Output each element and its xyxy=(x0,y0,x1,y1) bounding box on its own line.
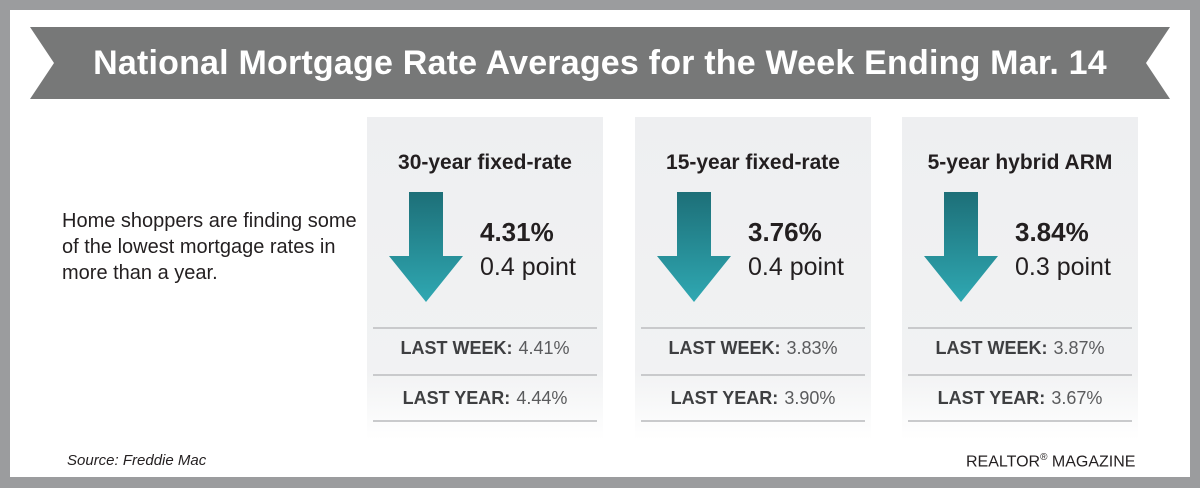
divider xyxy=(908,374,1132,376)
last-week-label: LAST WEEK: xyxy=(935,338,1048,358)
down-arrow-icon xyxy=(389,192,463,302)
divider xyxy=(908,420,1132,422)
divider xyxy=(373,420,597,422)
down-arrow-icon xyxy=(924,192,998,302)
banner-ribbon-shape xyxy=(30,27,1170,99)
rate-change: 0.3 point xyxy=(1015,253,1111,281)
last-year-label: LAST YEAR: xyxy=(937,388,1046,408)
title-banner: National Mortgage Rate Averages for the … xyxy=(30,27,1170,99)
last-week-label: LAST WEEK: xyxy=(400,338,513,358)
publisher-credit: REALTOR® MAGAZINE xyxy=(966,452,1135,471)
current-rate: 3.84% xyxy=(1015,217,1089,247)
source-note: Source: Freddie Mac xyxy=(67,452,207,469)
last-week-label: LAST WEEK: xyxy=(668,338,781,358)
current-rate: 4.31% xyxy=(480,217,554,247)
rate-panel-30-year: 30-year fixed-rate 4.31% 0.4 point LAST … xyxy=(367,117,603,440)
last-week-stat: LAST WEEK: 3.83% xyxy=(635,338,871,359)
down-arrow-icon xyxy=(657,192,731,302)
last-year-stat: LAST YEAR: 4.44% xyxy=(367,388,603,409)
last-week-stat: LAST WEEK: 3.87% xyxy=(902,338,1138,359)
last-week-value: 3.83% xyxy=(786,338,838,358)
intro-text: Home shoppers are finding some of the lo… xyxy=(62,210,357,284)
last-year-value: 4.44% xyxy=(516,388,568,408)
credit-suffix: MAGAZINE xyxy=(1047,453,1136,471)
rate-change: 0.4 point xyxy=(480,253,576,281)
divider xyxy=(373,327,597,329)
last-year-label: LAST YEAR: xyxy=(670,388,779,408)
last-year-value: 3.67% xyxy=(1051,388,1103,408)
infographic-frame: National Mortgage Rate Averages for the … xyxy=(10,10,1190,477)
divider xyxy=(373,374,597,376)
panel-title: 15-year fixed-rate xyxy=(666,151,840,174)
last-week-value: 4.41% xyxy=(518,338,570,358)
rate-panel-5-year-arm: 5-year hybrid ARM 3.84% 0.3 point LAST W… xyxy=(902,117,1138,440)
last-week-value: 3.87% xyxy=(1053,338,1105,358)
last-year-label: LAST YEAR: xyxy=(402,388,511,408)
page-title: National Mortgage Rate Averages for the … xyxy=(93,44,1107,82)
panel-title: 30-year fixed-rate xyxy=(398,151,572,174)
rate-change: 0.4 point xyxy=(748,253,844,281)
divider xyxy=(641,327,865,329)
rate-panel-15-year: 15-year fixed-rate 3.76% 0.4 point LAST … xyxy=(635,117,871,440)
last-week-stat: LAST WEEK: 4.41% xyxy=(367,338,603,359)
panel-title: 5-year hybrid ARM xyxy=(927,151,1113,174)
registered-mark: ® xyxy=(1040,452,1048,463)
divider xyxy=(908,327,1132,329)
divider xyxy=(641,374,865,376)
last-year-stat: LAST YEAR: 3.90% xyxy=(635,388,871,409)
last-year-stat: LAST YEAR: 3.67% xyxy=(902,388,1138,409)
divider xyxy=(641,420,865,422)
current-rate: 3.76% xyxy=(748,217,822,247)
last-year-value: 3.90% xyxy=(784,388,836,408)
credit-brand: REALTOR xyxy=(966,453,1041,471)
